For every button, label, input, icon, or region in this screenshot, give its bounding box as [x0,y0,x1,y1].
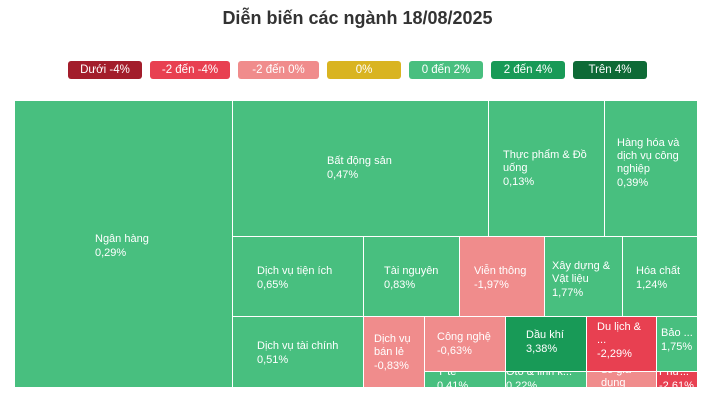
tile-value: -0,63% [437,345,472,357]
tile-name: Viễn thông [474,265,527,277]
tile-value: 0,51% [257,354,289,366]
treemap-tile[interactable]: Dịch vụ tài chính 0,51% [233,317,364,388]
treemap-tile[interactable]: Ôtô & linh k... 0,22% [506,372,587,388]
tile-label-group: Xây dựng & Vật liệu 1,77% [552,260,622,300]
tile-name: Phư... [659,372,689,378]
legend-item[interactable]: 0% [327,61,401,79]
tile-name: Xây dựng & Vật liệu [552,260,611,285]
treemap-tile[interactable]: Đồ dùng cá nhân và đồ gia dụng-0,06% [587,372,657,388]
treemap-tile[interactable]: Hàng hóa và dịch vụ công nghiệp 0,39% [605,101,698,237]
tile-name: Y tế [437,372,457,378]
tile-label-group: Ôtô & linh k... 0,22% [506,372,586,388]
tile-name: Hóa chất [636,265,681,277]
tile-label-group: Thực phẩm & Đồ uống 0,13% [503,149,599,189]
tile-label-group: Đồ dùng cá nhân và đồ gia dụng-0,06% [601,372,655,388]
treemap: Ngân hàng 0,29% Bất động sản 0,47% Thực phẩm… [15,101,698,388]
treemap-tile[interactable]: Viễn thông -1,97% [460,237,545,317]
treemap-tile[interactable]: Ngân hàng 0,29% [15,101,233,388]
tile-value: 1,75% [661,341,693,353]
treemap-tile[interactable]: Dịch vụ bán lẻ -0,83% [364,317,425,388]
tile-name: Hàng hóa và dịch vụ công nghiệp [617,137,680,175]
tile-value: -2,29% [597,348,632,360]
tile-name: Dầu khí [526,329,564,341]
tile-name: Bất động sản [327,155,392,167]
tile-label-group: Viễn thông -1,97% [474,265,544,292]
tile-name: Tài nguyên [384,265,439,277]
legend-item[interactable]: Trên 4% [573,61,647,79]
treemap-tile[interactable]: Dịch vụ tiện ích 0,65% [233,237,364,317]
tile-label-group: Công nghệ -0,63% [437,331,505,358]
tile-value: 0,41% [437,380,469,388]
legend-item[interactable]: 0 đến 2% [409,61,483,79]
tile-value: -2,61% [659,380,694,388]
treemap-tile[interactable]: Hóa chất 1,24% [623,237,698,317]
tile-label-group: Bảo ... 1,75% [661,327,697,354]
legend-item[interactable]: -2 đến 0% [238,61,319,79]
tile-label-group: Dịch vụ tiện ích 0,65% [257,265,362,292]
tile-value: 0,13% [503,176,535,188]
legend-item[interactable]: 2 đến 4% [491,61,565,79]
tile-name: Công nghệ [437,331,491,343]
tile-value: 1,24% [636,279,668,291]
tile-value: 1,77% [552,287,584,299]
tile-label-group: Y tế 0,41% [437,372,505,388]
tile-name: Dịch vụ tài chính [257,340,339,352]
legend: Dưới -4% -2 đến -4% -2 đến 0% 0% 0 đến 2… [0,61,715,79]
treemap-tile[interactable]: Y tế 0,41% [425,372,506,388]
tile-name: Ngân hàng [95,233,149,245]
tile-label-group: Tài nguyên 0,83% [384,265,456,292]
tile-name: Đồ dùng cá nhân và đồ gia dụng [601,372,631,388]
treemap-tile[interactable]: Công nghệ -0,63% [425,317,506,372]
tile-value: 0,39% [617,177,649,189]
legend-item[interactable]: Dưới -4% [68,61,142,79]
tile-value: 0,29% [95,247,127,259]
treemap-tile[interactable]: Tài nguyên 0,83% [364,237,460,317]
tile-label-group: Hàng hóa và dịch vụ công nghiệp 0,39% [617,137,695,190]
tile-value: 0,22% [506,380,538,388]
tile-name: Thực phẩm & Đồ uống [503,149,587,174]
tile-label-group: Dịch vụ bán lẻ -0,83% [374,333,424,373]
treemap-tile[interactable]: Thực phẩm & Đồ uống 0,13% [489,101,605,237]
legend-item[interactable]: -2 đến -4% [150,61,230,79]
tile-value: 0,83% [384,279,416,291]
tile-value: 3,38% [526,343,558,355]
tile-label-group: Du lịch & ... -2,29% [597,321,653,361]
tile-name: Du lịch & ... [597,321,642,346]
treemap-tile[interactable]: Bảo ... 1,75% [657,317,698,372]
tile-name: Ôtô & linh k... [506,372,573,378]
treemap-tile[interactable]: Dầu khí 3,38% [506,317,587,372]
tile-label-group: Phư... -2,61% [659,372,697,388]
tile-label-group: Ngân hàng 0,29% [95,233,215,260]
treemap-tile[interactable]: Bất động sản 0,47% [233,101,489,237]
tile-label-group: Dầu khí 3,38% [526,329,586,356]
tile-value: -1,97% [474,279,509,291]
tile-name: Dịch vụ tiện ích [257,265,333,277]
tile-value: 0,47% [327,169,359,181]
tile-label-group: Dịch vụ tài chính 0,51% [257,340,362,367]
tile-value: -0,83% [374,360,409,372]
chart-title: Diễn biến các ngành 18/08/2025 [222,8,493,28]
treemap-tile[interactable]: Xây dựng & Vật liệu 1,77% [545,237,623,317]
treemap-tile[interactable]: Du lịch & ... -2,29% [587,317,657,372]
tile-value: 0,65% [257,279,289,291]
tile-label-group: Hóa chất 1,24% [636,265,696,292]
tile-name: Bảo ... [661,327,693,339]
treemap-tile[interactable]: Phư... -2,61% [657,372,698,388]
tile-label-group: Bất động sản 0,47% [327,155,477,182]
tile-name: Dịch vụ bán lẻ [374,333,411,358]
